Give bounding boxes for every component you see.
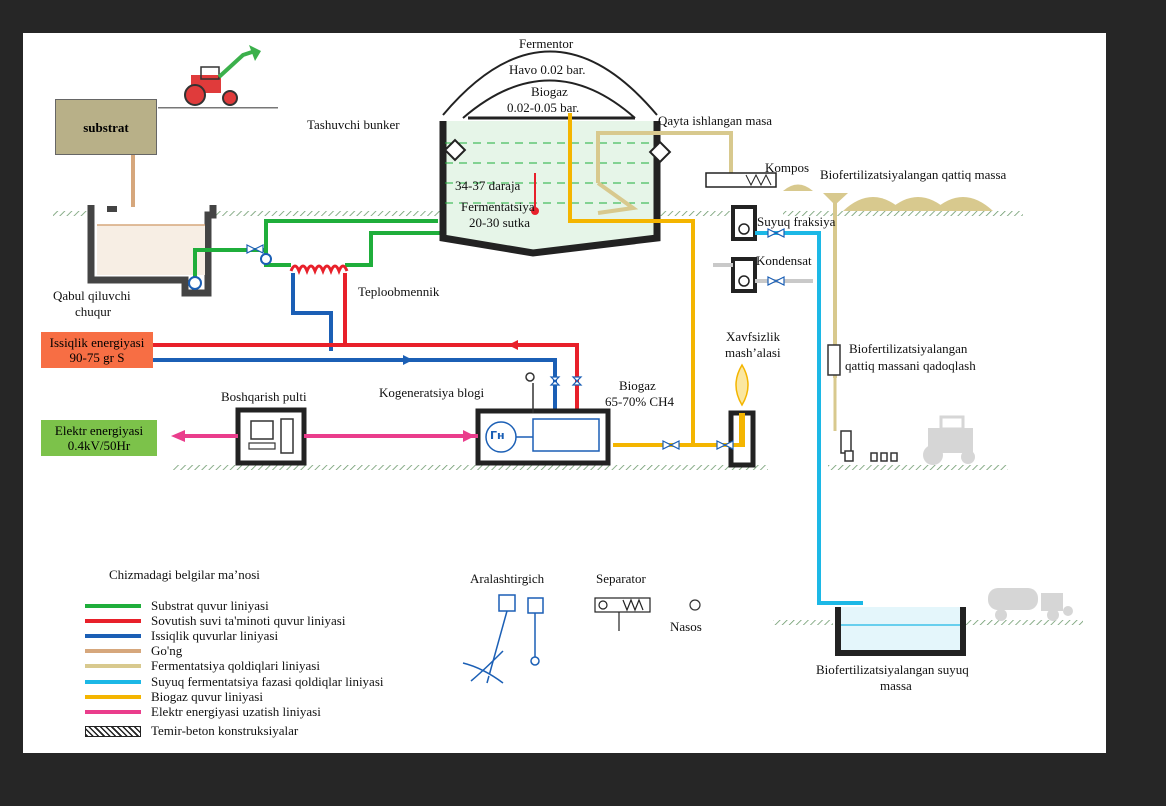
control-panel — [235, 407, 307, 466]
reception-pit — [87, 205, 217, 297]
liquid-tank — [835, 607, 966, 656]
legend-label: Suyuq fermentatsiya fazasi qoldiqlar lin… — [151, 673, 384, 689]
separator-label: Separator — [596, 571, 646, 586]
packaging-unit — [827, 344, 898, 462]
legend-row: Fermentatsiya qoldiqlari liniyasi — [85, 658, 320, 674]
electric-energy-voltage: 0.4kV/50Hr — [67, 438, 131, 453]
heat-energy-box: Issiqlik energiyasi 90-75 gr S — [41, 332, 153, 368]
electric-energy-label: Elektr energiyasi — [54, 423, 144, 438]
legend-swatch — [85, 694, 141, 699]
legend-label: Fermentatsiya qoldiqlari liniyasi — [151, 658, 320, 674]
cooling-pipes — [153, 340, 579, 413]
legend-hatch-swatch — [85, 725, 141, 737]
diagram-canvas: substrat Issiqlik energiyasi 90-75 gr S … — [23, 33, 1106, 753]
pump-symbol — [689, 599, 701, 611]
legend-label: Issiqlik quvurlar liniyasi — [151, 627, 279, 643]
substrat-box: substrat — [55, 99, 157, 155]
heat-exchanger-label: Teploobmennik — [358, 284, 440, 299]
legend-swatch — [85, 664, 141, 669]
legend-row: Elektr energiyasi uzatish liniyasi — [85, 704, 321, 719]
liquid-biofert-label: Biofertilizatsiyalangan suyuq — [816, 662, 969, 677]
legend-label: Substrat quvur liniyasi — [151, 597, 269, 613]
cogeneration-block — [475, 372, 611, 466]
pump-icon — [188, 276, 202, 290]
ground-lines — [53, 107, 1083, 625]
cogeneration-label: Kogeneratsiya blogi — [379, 385, 485, 400]
safety-torch-label-2: mash’alasi — [725, 345, 781, 360]
legend-swatch — [85, 633, 141, 638]
legend-swatch — [85, 649, 141, 654]
legend-swatch — [85, 603, 141, 608]
diagram-drawing — [53, 45, 1083, 684]
legend-swatch — [85, 709, 141, 714]
fermentation-days-label: 20-30 sutka — [469, 215, 531, 230]
compost-piles — [783, 184, 993, 211]
liquid-pipes — [755, 231, 863, 605]
recycled-mass-label: Qayta ishlangan masa — [658, 113, 773, 128]
pump-label: Nasos — [670, 619, 702, 634]
legend-label: Go'ng — [151, 643, 183, 659]
safety-torch — [728, 363, 756, 468]
arrow-right-icon — [463, 430, 475, 442]
legend-row-hatch: Temir-beton konstruksiyalar — [85, 723, 299, 739]
air-pressure-label: Havo 0.02 bar. — [509, 62, 586, 77]
temperature-label: 34-37 daraja — [455, 178, 521, 193]
bunker-label: Tashuvchi bunker — [307, 117, 400, 132]
reception-pit-label-2: chuqur — [75, 304, 112, 319]
legend-row: Substrat quvur liniyasi — [85, 598, 269, 613]
legend-label: Sovutish suvi ta'minoti quvur liniyasi — [151, 612, 346, 628]
valves — [246, 228, 785, 450]
control-panel-label: Boshqarish pulti — [221, 389, 307, 404]
packaging-label-2: qattiq massani qadoqlash — [845, 358, 976, 373]
electric-energy-box: Elektr energiyasi 0.4kV/50Hr — [41, 420, 157, 456]
heat-exchanger — [289, 264, 349, 351]
fermentor-label: Fermentor — [519, 36, 574, 51]
legend-row: Suyuq fermentatsiya fazasi qoldiqlar lin… — [85, 674, 384, 689]
tractor-icon — [923, 415, 975, 465]
separator-symbol — [594, 597, 651, 631]
heat-energy-temp: 90-75 gr S — [69, 350, 125, 365]
biogas-ch4-label: Biogaz — [619, 378, 656, 393]
legend-label: Biogaz quvur liniyasi — [151, 688, 263, 704]
legend-title: Chizmadagi belgilar ma’nosi — [109, 567, 260, 582]
biogas-ch4-label-2: 65-70% CH4 — [605, 394, 674, 409]
fermentation-label: Fermentatsiya — [461, 199, 535, 214]
manure-line — [131, 155, 135, 207]
liquid-fraction-label: Suyuq fraksiya — [757, 214, 836, 229]
compost-label: Kompos — [765, 160, 810, 175]
condensate-label: Kondensat — [756, 253, 812, 268]
packaging-label: Biofertilizatsiyalangan — [849, 341, 968, 356]
legend-label: Temir-beton konstruksiyalar — [151, 723, 299, 739]
pump-icon — [260, 253, 272, 265]
legend-row: Sovutish suvi ta'minoti quvur liniyasi — [85, 613, 345, 628]
mixer-symbol — [462, 594, 544, 684]
tractor-icon — [184, 45, 261, 106]
legend-swatch — [85, 618, 141, 623]
mixer-label: Aralashtirgich — [470, 571, 545, 586]
legend-row: Issiqlik quvurlar liniyasi — [85, 628, 278, 643]
reception-pit-label: Qabul qiluvchi — [53, 288, 131, 303]
liquid-biofert-label-2: massa — [880, 678, 912, 693]
tanker-truck-icon — [988, 588, 1073, 621]
biogas-pressure-label: 0.02-0.05 bar. — [507, 100, 580, 115]
safety-torch-label: Xavfsizlik — [726, 329, 781, 344]
legend-row: Biogaz quvur liniyasi — [85, 689, 263, 704]
heat-energy-label: Issiqlik energiyasi — [49, 335, 145, 350]
legend-label: Elektr energiyasi uzatish liniyasi — [151, 703, 321, 719]
legend-swatch — [85, 679, 141, 684]
solid-biofert-label: Biofertilizatsiyalangan qattiq massa — [820, 167, 1007, 182]
arrow-left-icon — [171, 430, 185, 442]
biogas-top-label: Biogaz — [531, 84, 568, 99]
legend-row: Go'ng — [85, 643, 183, 659]
generator-label: Гн — [490, 429, 505, 442]
substrat-label: substrat — [83, 119, 129, 135]
